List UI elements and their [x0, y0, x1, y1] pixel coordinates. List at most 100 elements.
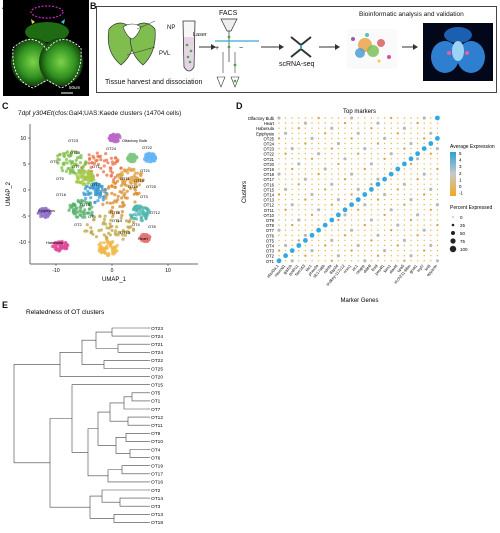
dot-plot-dot: [344, 142, 346, 145]
dot-plot-dot: [403, 224, 406, 226]
dot-plot-dot: [324, 255, 326, 257]
dot-plot-dot: [357, 117, 359, 119]
dot-plot-dot: [383, 168, 386, 170]
umap-point: [103, 214, 107, 218]
dot-plot-dot: [357, 229, 359, 231]
dot-plot-dot: [291, 214, 293, 216]
umap-point: [111, 239, 115, 244]
dot-plot-gene-label: rasgrp: [354, 263, 366, 275]
dot-plot-dot: [344, 229, 346, 231]
dot-plot-dot: [337, 224, 340, 226]
dot-plot-dot: [344, 239, 346, 242]
umap-point: [133, 185, 137, 189]
umap-point: [64, 157, 68, 162]
dot-plot-dot: [410, 234, 412, 236]
umap-point: [67, 208, 71, 212]
dot-plot-dot: [377, 173, 379, 175]
dot-plot-dot: [291, 223, 294, 227]
dot-plot-dot: [403, 122, 406, 124]
legend-expression-tick: 0: [459, 184, 462, 189]
umap-point: [88, 186, 92, 190]
umap-point: [116, 158, 120, 162]
umap-point: [94, 192, 98, 196]
umap-point: [53, 247, 57, 251]
dot-plot-dot: [370, 127, 373, 130]
dot-plot-dot: [430, 122, 432, 124]
dot-plot-dot: [304, 219, 307, 221]
dot-plot-dot: [370, 229, 373, 231]
dot-plot-dot: [377, 229, 379, 231]
umap-point: [91, 185, 95, 190]
umap-point: [139, 173, 143, 177]
umap-point: [122, 168, 127, 172]
umap-point: [125, 196, 129, 200]
umap-point: [152, 152, 156, 157]
dot-plot-dot: [357, 127, 359, 129]
dot-plot-dot: [377, 260, 379, 262]
dot-plot-dot: [350, 255, 353, 257]
umap-cluster-label: OT16: [56, 192, 67, 197]
umap-point: [84, 196, 88, 201]
dot-plot-dot: [291, 234, 293, 236]
dot-plot-dot: [383, 192, 387, 197]
legend-expression-tick: 1: [459, 177, 462, 182]
dendrogram-branch: [109, 402, 128, 422]
umap-point: [97, 195, 101, 199]
dot-plot-dot: [331, 209, 333, 211]
dot-plot-dot: [291, 193, 293, 196]
umap-cluster-label: Habenula: [46, 240, 64, 245]
dot-plot-dot: [284, 163, 287, 165]
dot-plot-dot: [357, 168, 359, 170]
dot-plot-row-label: OT5: [266, 238, 275, 243]
x-tick-label: -10: [52, 268, 59, 274]
dot-plot-dot: [317, 142, 320, 145]
dendrogram-leaf-label: OT18: [151, 520, 163, 526]
dot-plot-dot: [337, 137, 340, 140]
umap-point: [113, 185, 117, 189]
umap-point: [94, 235, 99, 239]
umap-point: [87, 153, 91, 157]
dot-plot-dot: [383, 239, 386, 242]
umap-point: [86, 178, 90, 182]
umap-point: [131, 227, 136, 231]
dendrogram-leaf-label: OT1: [151, 399, 161, 405]
dot-plot-dot: [331, 193, 333, 196]
dot-plot-dot: [390, 214, 392, 216]
umap-point: [62, 161, 66, 165]
umap-point: [144, 214, 148, 218]
dot-plot-dot: [317, 234, 320, 236]
dot-plot-dot: [389, 152, 393, 156]
umap-point: [62, 154, 66, 158]
dot-plot-dot: [311, 183, 313, 185]
dot-plot-dot: [311, 142, 313, 145]
umap-point: [114, 249, 118, 253]
umap-point: [133, 171, 137, 175]
dot-plot-dot: [364, 209, 366, 211]
dot-plot-dot: [324, 142, 326, 145]
umap-point: [94, 159, 98, 163]
dot-plot-dot: [364, 239, 366, 242]
dot-plot-dot: [311, 127, 313, 129]
dot-plot-dot: [430, 117, 432, 119]
dot-plot-dot: [337, 260, 340, 262]
dot-plot-dot: [423, 153, 425, 155]
dot-plot-dot: [317, 178, 320, 180]
dot-plot-dot: [284, 152, 287, 155]
cluster-ot2: [83, 214, 136, 241]
dot-plot-dot: [350, 127, 353, 129]
dot-plot-dot: [436, 223, 439, 227]
dot-plot-dot: [324, 153, 326, 155]
umap-point: [79, 170, 83, 174]
dot-plot-dot: [429, 131, 433, 135]
dot-plot-dot: [416, 188, 419, 191]
dot-plot-dot: [370, 183, 373, 186]
dot-plot-dot: [397, 239, 399, 242]
dot-plot-dot: [331, 178, 333, 180]
dendrogram-leaf-label: OT24: [151, 350, 163, 356]
dot-plot-dot: [317, 163, 320, 165]
dot-plot-dot: [331, 173, 333, 175]
dot-plot-dot: [430, 234, 432, 236]
dot-plot-dot: [375, 181, 381, 187]
dot-plot-dot: [403, 255, 406, 257]
umap-cluster-label: OT17: [90, 182, 101, 187]
